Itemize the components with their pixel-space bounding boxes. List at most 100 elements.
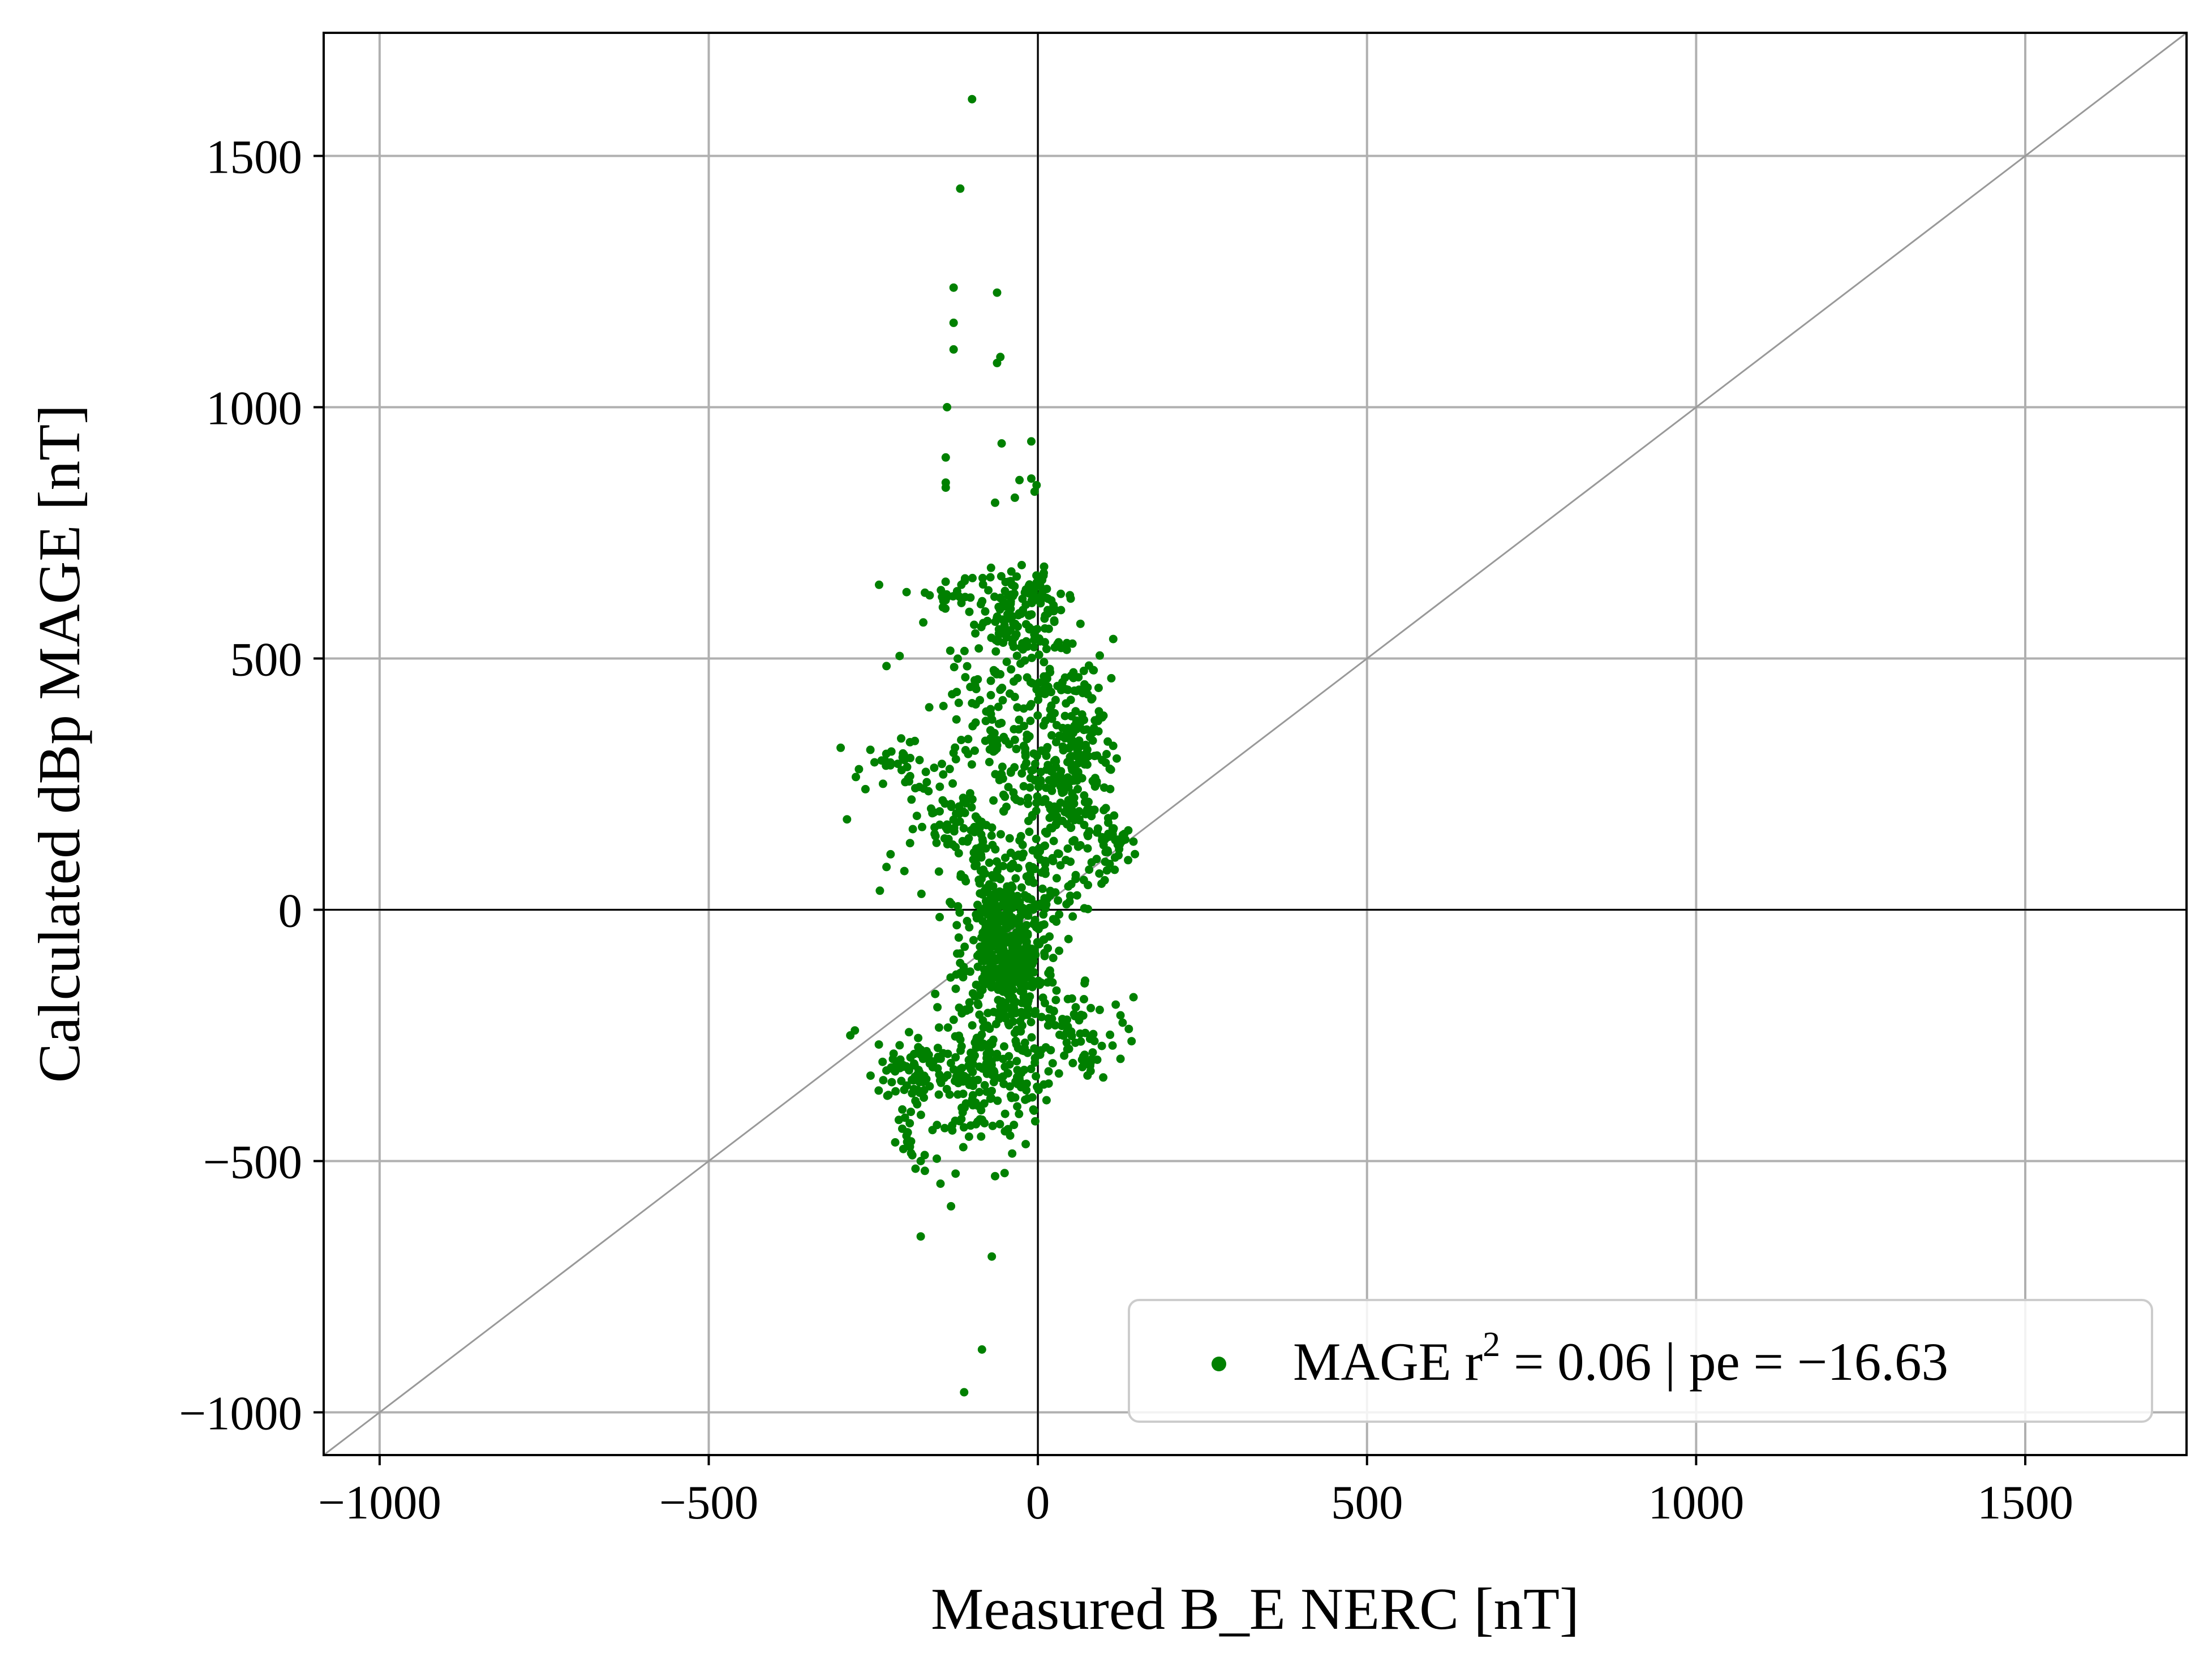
data-point-1563: [1095, 1005, 1104, 1014]
data-point-1737: [882, 662, 891, 671]
data-point-1351: [1066, 823, 1075, 833]
data-point-800: [987, 823, 997, 832]
data-point-623: [934, 1023, 943, 1032]
data-point-1458: [1072, 687, 1081, 696]
data-point-1613: [1043, 1021, 1053, 1030]
data-point-1533: [1018, 840, 1027, 849]
data-point-1413: [1043, 682, 1053, 691]
data-point-320: [1071, 1003, 1080, 1012]
y-tick-label-2: 0: [278, 885, 303, 938]
data-point-1078: [971, 629, 980, 638]
data-point-1116: [968, 573, 977, 582]
data-point-1048: [991, 647, 1000, 656]
data-point-514: [978, 917, 987, 926]
data-point-969: [954, 698, 963, 707]
data-point-667: [920, 1166, 929, 1175]
data-point-1695: [903, 1138, 912, 1147]
data-point-697: [959, 1143, 968, 1152]
data-point-1263: [1073, 784, 1082, 793]
x-tick-label-5: 1500: [1977, 1476, 2073, 1529]
data-point-429: [1026, 1065, 1036, 1074]
data-point-256: [954, 933, 963, 942]
data-point-646: [980, 1081, 989, 1089]
data-point-473: [960, 942, 969, 951]
data-point-513: [1008, 967, 1017, 976]
data-point-959: [939, 702, 948, 710]
data-point-1633: [1022, 1079, 1031, 1088]
data-point-999: [973, 675, 982, 684]
data-point-433: [991, 1020, 1000, 1028]
data-point-1223: [1113, 754, 1121, 763]
data-point-1574: [1097, 1041, 1106, 1050]
data-point-1451: [1063, 724, 1072, 733]
data-point-1577: [1086, 1003, 1096, 1012]
data-point-789: [933, 1044, 942, 1053]
data-point-1672: [878, 779, 887, 788]
data-point-759: [949, 1065, 958, 1074]
data-point-593: [1006, 864, 1015, 873]
data-point-491: [1014, 916, 1023, 925]
data-point-436: [1021, 1140, 1030, 1149]
data-point-602: [977, 874, 986, 883]
data-point-1558: [1039, 910, 1048, 919]
data-point-257: [987, 975, 997, 984]
data-point-1718: [1010, 493, 1019, 502]
data-point-1719: [991, 498, 999, 507]
data-point-795: [946, 1058, 955, 1067]
data-point-1117: [978, 573, 987, 582]
data-point-1408: [1032, 752, 1041, 761]
data-point-1736: [895, 651, 904, 660]
data-point-1576: [1116, 1054, 1125, 1063]
data-point-898: [950, 827, 959, 836]
data-point-107: [972, 980, 981, 989]
data-point-1586: [1046, 1046, 1055, 1055]
data-point-887: [949, 815, 958, 824]
data-point-1553: [1048, 853, 1057, 863]
data-point-1140: [937, 586, 946, 595]
data-point-1319: [1044, 763, 1053, 773]
data-point-1095: [1044, 624, 1053, 633]
data-point-524: [979, 865, 988, 874]
data-point-477: [966, 967, 974, 976]
data-point-1547: [1036, 855, 1045, 864]
data-point-1160: [1040, 568, 1048, 577]
data-point-1569: [1054, 1069, 1063, 1078]
data-point-282: [1032, 1072, 1041, 1081]
data-point-1643: [1028, 1093, 1037, 1102]
data-point-1427: [1094, 684, 1103, 692]
data-point-938: [930, 763, 939, 773]
data-point-292: [1043, 943, 1053, 953]
data-point-1607: [1080, 979, 1089, 988]
data-point-1015: [1009, 642, 1018, 651]
data-point-1721: [1030, 487, 1039, 496]
data-point-996: [998, 696, 1007, 705]
data-point-1696: [899, 1144, 908, 1153]
data-point-310: [1036, 1050, 1045, 1059]
data-point-383: [980, 1099, 989, 1108]
data-point-1129: [965, 607, 974, 616]
data-point-1314: [1075, 816, 1084, 825]
data-point-434: [975, 1010, 984, 1019]
data-point-846: [932, 838, 941, 847]
data-point-1538: [1054, 896, 1063, 905]
data-point-1104: [1000, 629, 1009, 638]
data-point-396: [1011, 1036, 1020, 1045]
data-point-1657: [836, 743, 845, 752]
data-point-1683: [905, 1119, 914, 1128]
data-point-1493: [1083, 830, 1092, 839]
data-point-1684: [916, 1110, 925, 1119]
data-point-1138: [978, 580, 987, 589]
data-point-685: [953, 1090, 963, 1099]
data-point-694: [969, 1082, 978, 1091]
data-point-1125: [1017, 561, 1026, 569]
data-point-449: [965, 998, 974, 1007]
data-point-1706: [949, 318, 958, 327]
data-point-732: [874, 1086, 883, 1095]
data-point-1676: [903, 762, 912, 771]
data-point-838: [930, 830, 939, 838]
data-point-1393: [1036, 637, 1045, 646]
data-point-1367: [1064, 744, 1073, 753]
data-point-1364: [1034, 696, 1043, 705]
data-point-682: [1000, 1127, 1010, 1136]
